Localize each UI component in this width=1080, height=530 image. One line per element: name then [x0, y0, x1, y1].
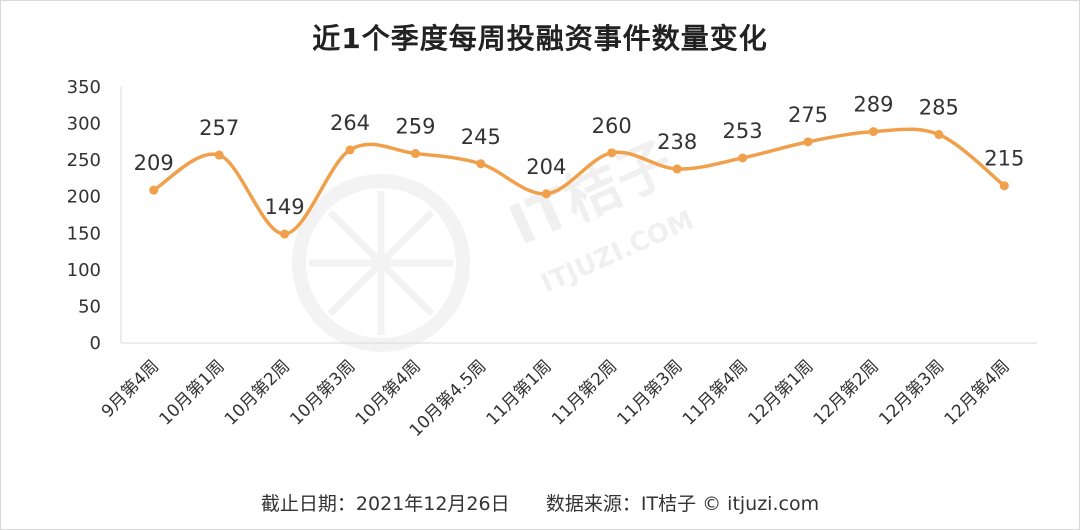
watermark-slice-segment	[327, 260, 384, 317]
x-tick-label: 10月第3周	[286, 356, 359, 429]
footer: 截止日期：2021年12月26日 数据来源：IT桔子 © itjuzi.com	[1, 489, 1079, 516]
data-label: 245	[461, 125, 501, 149]
data-point	[607, 148, 617, 158]
data-point	[541, 189, 551, 199]
data-point	[410, 149, 420, 159]
data-point	[149, 185, 159, 195]
y-tick-label: 0	[90, 333, 101, 354]
y-tick-label: 100	[67, 260, 101, 281]
data-label: 204	[526, 155, 566, 179]
data-label: 264	[330, 111, 370, 135]
data-labels: 209 257 149 264 259 245 204 260 238 253 275 289 285 2…	[134, 93, 1025, 219]
data-point	[214, 150, 224, 160]
x-tick-label: 11月第2周	[548, 356, 621, 429]
y-tick-label: 150	[67, 223, 101, 244]
x-tick-label: 11月第4周	[679, 356, 752, 429]
data-point	[803, 137, 813, 147]
data-label: 259	[395, 115, 435, 139]
data-label: 209	[134, 151, 174, 175]
watermark-orange-slice-icon	[292, 174, 470, 352]
x-tick-label: 9月第4周	[98, 356, 164, 422]
data-label: 215	[984, 147, 1024, 171]
data-point	[476, 159, 486, 169]
data-point	[999, 181, 1009, 191]
x-tick-label: 10月第1周	[156, 356, 229, 429]
y-tick-label: 350	[67, 77, 101, 98]
footer-source: 数据来源：IT桔子 © itjuzi.com	[545, 493, 820, 515]
data-point	[868, 127, 878, 137]
y-tick-label: 300	[67, 114, 101, 135]
data-label: 275	[788, 103, 828, 127]
data-point	[280, 229, 290, 239]
watermark-slice-segment	[327, 209, 384, 266]
x-tick-label: 10月第2周	[221, 356, 294, 429]
y-tick-label: 250	[67, 150, 101, 171]
data-label: 285	[919, 96, 959, 120]
data-label: 260	[592, 114, 632, 138]
x-tick-label: 12月第2周	[810, 356, 883, 429]
x-tick-label: 11月第3周	[614, 356, 687, 429]
chart-title: 近1个季度每周投融资事件数量变化	[312, 22, 768, 55]
x-tick-label: 12月第3周	[875, 356, 948, 429]
data-label: 253	[723, 119, 763, 143]
data-point	[934, 130, 944, 140]
x-tick-label: 11月第1周	[483, 356, 556, 429]
data-points	[149, 127, 1009, 239]
footer-date: 截止日期：2021年12月26日	[260, 493, 510, 515]
data-label: 257	[199, 116, 239, 140]
watermark-slice-segment	[378, 260, 435, 317]
watermark-slice-segment	[378, 209, 435, 266]
data-label: 149	[265, 195, 305, 219]
data-point	[345, 145, 355, 155]
data-label: 238	[657, 130, 697, 154]
data-point	[672, 164, 682, 174]
x-tick-label: 12月第1周	[744, 356, 817, 429]
y-tick-label: 50	[78, 296, 101, 317]
y-tick-label: 200	[67, 187, 101, 208]
x-tick-label: 12月第4周	[941, 356, 1014, 429]
data-label: 289	[853, 93, 893, 117]
data-point	[738, 153, 748, 163]
